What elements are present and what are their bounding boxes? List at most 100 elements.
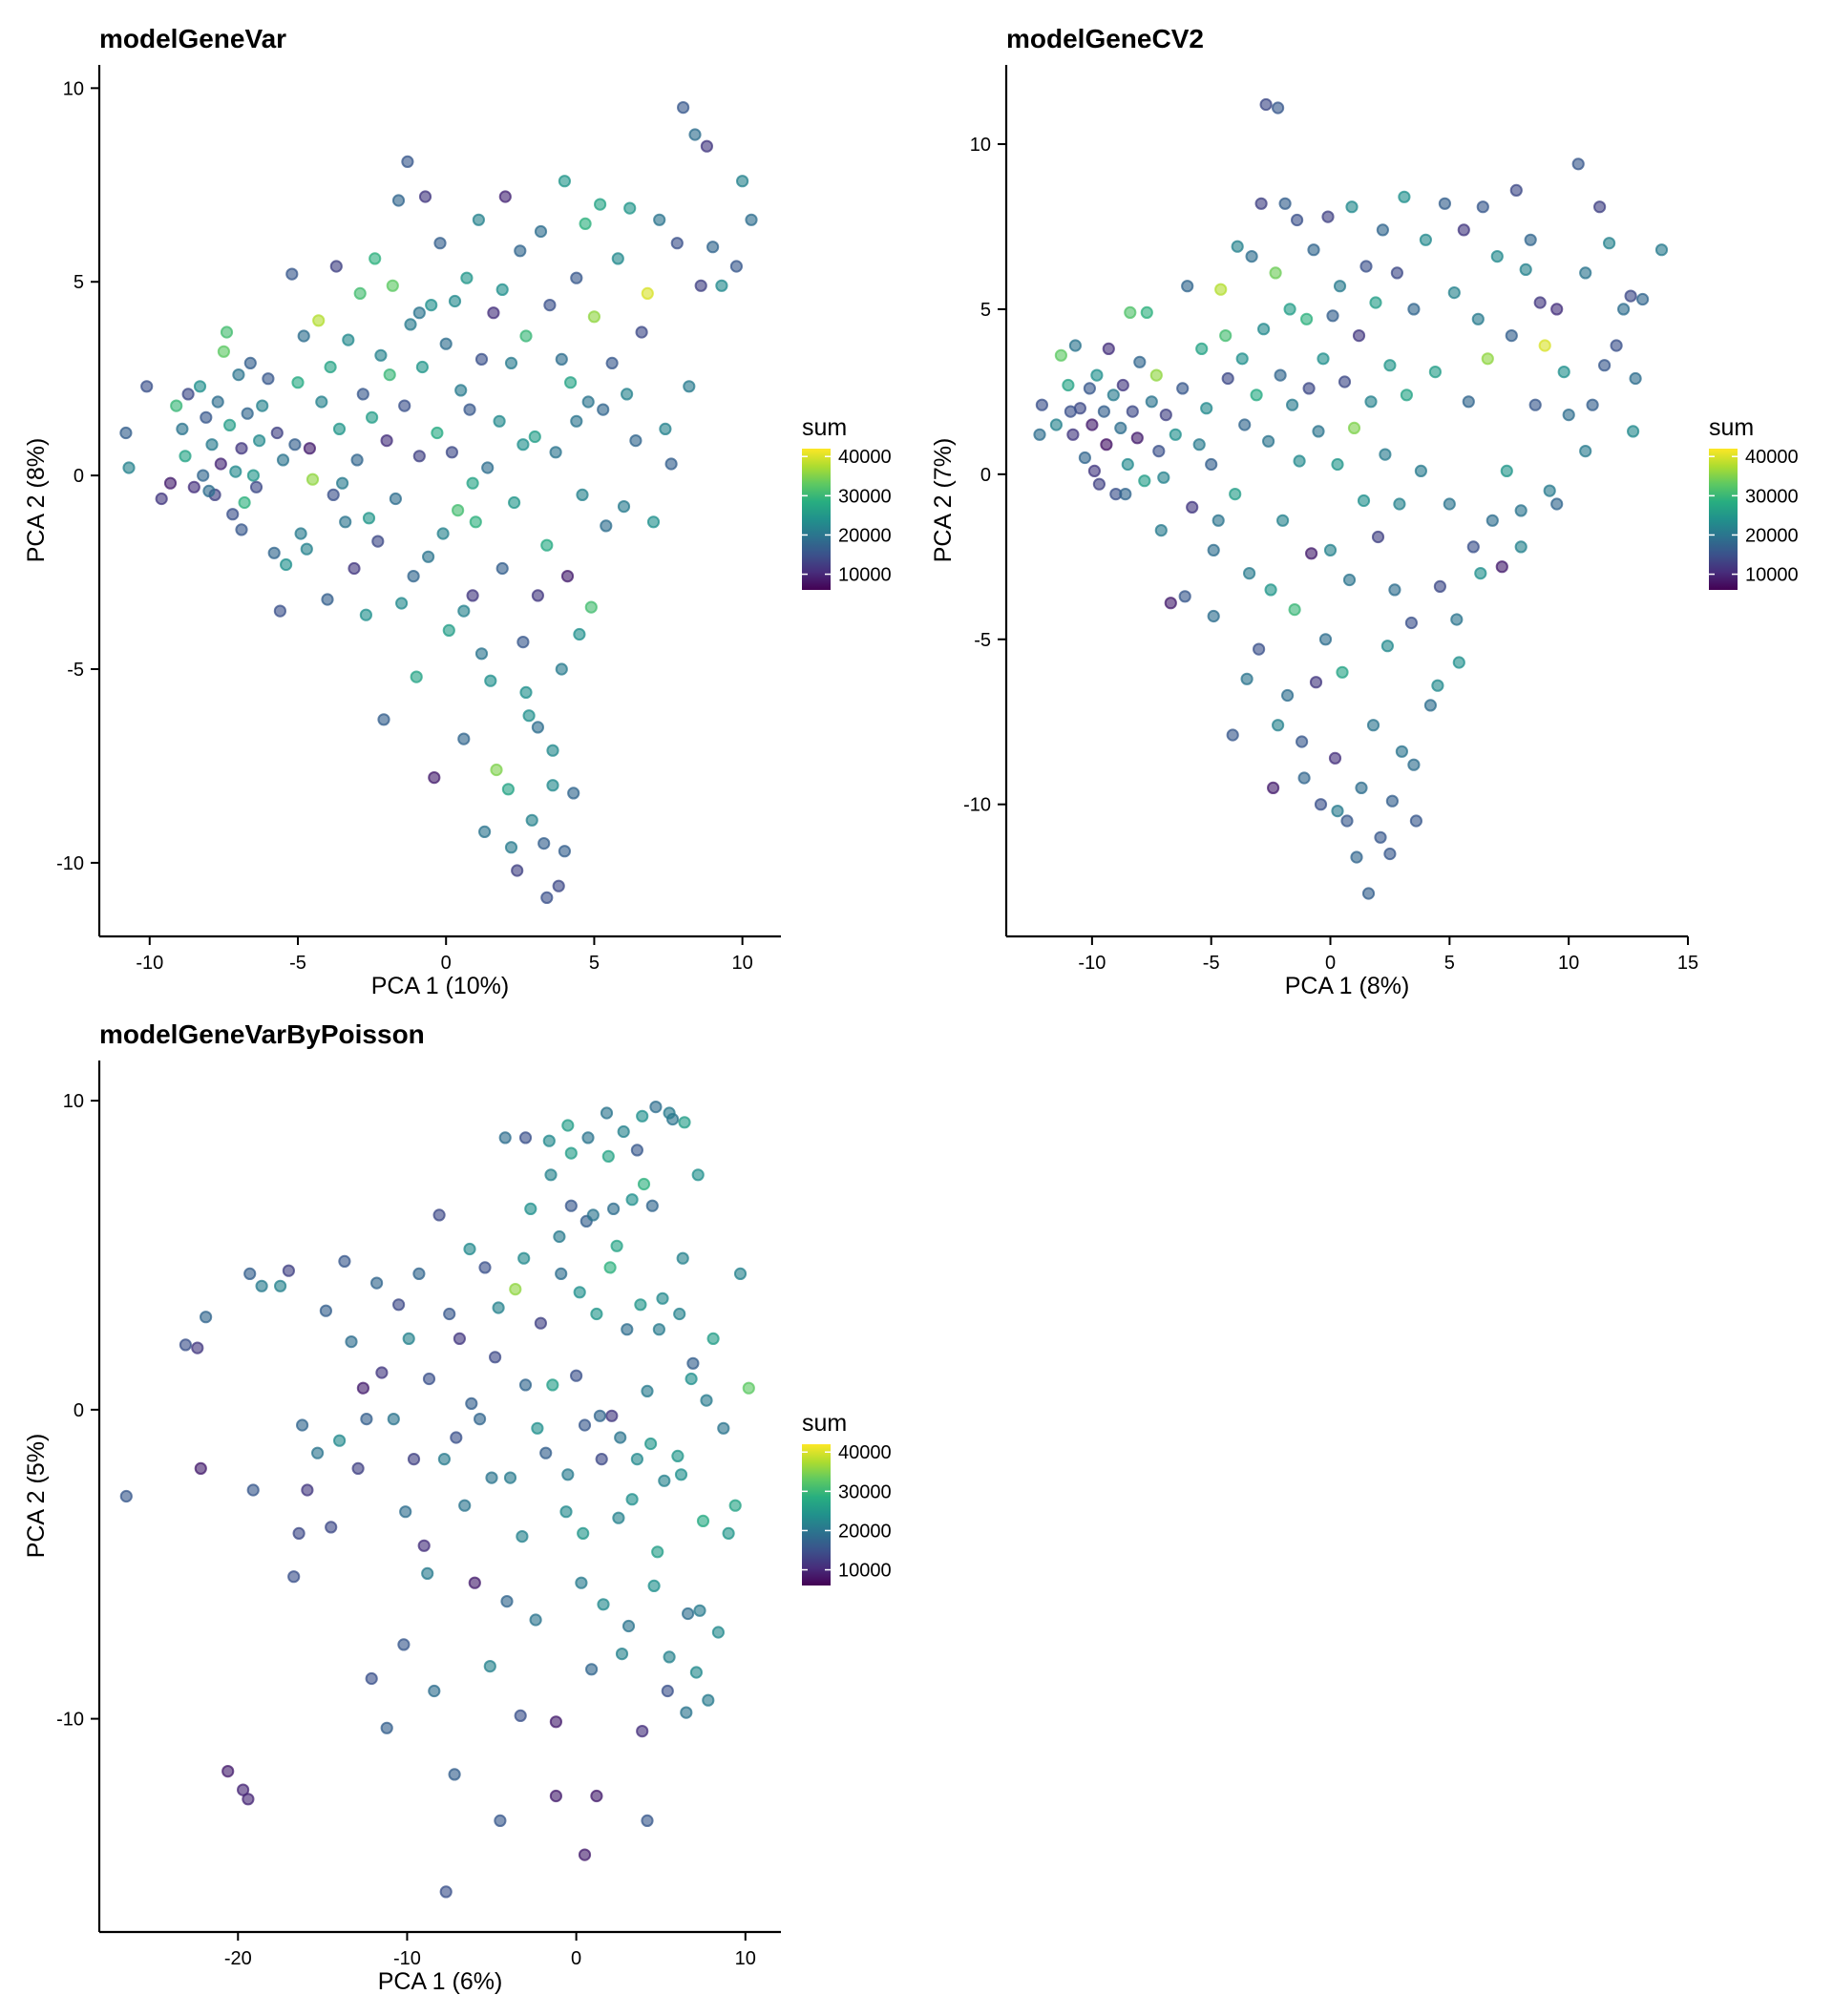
data-point: [1452, 656, 1465, 669]
points-layer: [119, 1101, 755, 1899]
data-point: [1272, 719, 1285, 732]
data-point: [280, 557, 293, 572]
data-point: [683, 380, 696, 393]
data-point: [629, 434, 643, 448]
legend-tick-label: 10000: [838, 1561, 892, 1582]
data-point: [170, 399, 183, 412]
data-point: [1514, 504, 1528, 517]
x-tick-label: -10: [393, 1948, 421, 1969]
data-point: [474, 1413, 487, 1426]
data-point: [555, 352, 568, 366]
data-point: [448, 294, 462, 308]
data-point: [1383, 359, 1397, 372]
data-point: [1211, 514, 1225, 527]
data-point: [1466, 540, 1480, 554]
legend-tick-label: 30000: [838, 1481, 892, 1502]
data-point: [1064, 405, 1078, 418]
data-point: [1254, 197, 1268, 210]
data-point: [614, 1431, 627, 1444]
data-point: [468, 1576, 481, 1589]
data-point: [342, 333, 355, 346]
data-point: [1431, 679, 1444, 692]
data-point: [1087, 464, 1102, 477]
legend-ticks: 10000 20000 30000 40000: [802, 1442, 892, 1582]
data-point: [1262, 434, 1275, 448]
y-axis-label: PCA 2 (7%): [930, 438, 957, 563]
data-point: [460, 271, 474, 284]
data-point: [306, 472, 320, 486]
data-point: [1296, 735, 1309, 748]
data-point: [243, 356, 257, 369]
data-point: [324, 360, 337, 374]
data-point: [590, 1789, 603, 1803]
data-point: [1314, 798, 1328, 811]
data-point: [1423, 699, 1438, 712]
data-point: [600, 519, 613, 533]
data-point: [407, 570, 420, 583]
data-point: [498, 1131, 512, 1144]
data-point: [581, 395, 595, 409]
data-point: [445, 446, 458, 459]
data-point: [262, 372, 275, 386]
data-point: [645, 1199, 659, 1212]
data-point: [676, 1251, 689, 1265]
data-point: [607, 1202, 621, 1216]
data-point: [1195, 342, 1209, 355]
data-point: [494, 1814, 507, 1828]
data-point: [439, 1885, 453, 1899]
legend-title: sum: [802, 1410, 847, 1437]
data-point: [493, 414, 506, 428]
data-point: [453, 1332, 466, 1346]
data-point: [680, 1706, 693, 1719]
data-point: [448, 1768, 461, 1781]
data-point: [1331, 457, 1344, 472]
data-point: [325, 1521, 338, 1534]
data-point: [282, 1264, 295, 1277]
data-point: [518, 1378, 533, 1392]
data-point: [1571, 158, 1585, 171]
data-point: [474, 352, 489, 366]
data-point: [564, 1146, 578, 1160]
data-point: [338, 1254, 351, 1269]
data-point: [1505, 329, 1518, 343]
y-tick-label: -10: [56, 853, 84, 874]
data-point: [1326, 309, 1339, 323]
data-point: [1297, 771, 1311, 785]
data-point: [524, 1202, 537, 1216]
data-point: [531, 589, 545, 602]
data-point: [229, 465, 242, 478]
data-point: [1231, 240, 1244, 253]
data-point: [555, 1267, 568, 1281]
data-point: [1543, 484, 1556, 497]
data-point: [1414, 464, 1428, 477]
data-point: [685, 1372, 698, 1386]
data-point: [702, 1693, 715, 1707]
legend-tick-label: 40000: [838, 447, 892, 468]
data-point: [1598, 359, 1612, 372]
data-point: [1286, 398, 1299, 411]
data-point: [458, 1499, 472, 1512]
data-point: [457, 732, 471, 746]
data-point: [1092, 477, 1106, 491]
data-point: [544, 1168, 558, 1182]
data-point: [1259, 97, 1273, 112]
data-point: [1140, 305, 1153, 319]
data-point: [597, 1598, 610, 1611]
y-ticks: -10 -5 0 5 10: [56, 78, 99, 874]
data-point: [621, 1323, 634, 1336]
data-point: [1610, 339, 1623, 352]
data-point: [696, 1514, 710, 1528]
data-point: [637, 1177, 651, 1191]
data-point: [1229, 487, 1242, 501]
data-point: [443, 1307, 456, 1321]
data-point: [348, 561, 361, 576]
data-point: [1207, 543, 1220, 557]
data-point: [504, 356, 518, 369]
data-point: [573, 627, 586, 641]
data-point: [163, 476, 178, 490]
data-point: [625, 1493, 639, 1506]
data-point: [301, 1483, 314, 1497]
data-point: [601, 1149, 615, 1164]
data-point: [119, 426, 133, 440]
data-point: [1398, 190, 1411, 203]
